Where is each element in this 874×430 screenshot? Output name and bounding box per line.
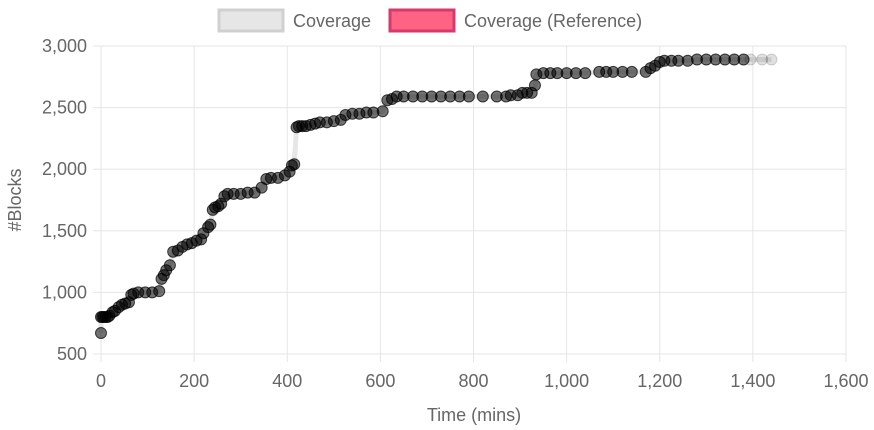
y-tick-label: 1,000 bbox=[42, 282, 87, 302]
grid-lines bbox=[93, 45, 847, 362]
x-tick-label: 1,200 bbox=[637, 371, 682, 391]
coverage-point[interactable] bbox=[579, 67, 592, 80]
y-tick-label: 2,500 bbox=[42, 98, 87, 118]
y-axis-ticks: 500 1,000 1,500 2,000 2,500 3,000 bbox=[42, 36, 87, 364]
legend-label-coverage-reference[interactable]: Coverage (Reference) bbox=[464, 11, 642, 31]
y-axis-title: #Blocks bbox=[5, 168, 25, 231]
coverage-point[interactable] bbox=[765, 53, 778, 66]
x-tick-label: 1,600 bbox=[823, 371, 868, 391]
coverage-point[interactable] bbox=[744, 53, 757, 66]
y-tick-label: 1,500 bbox=[42, 221, 87, 241]
coverage-point[interactable] bbox=[756, 53, 769, 66]
coverage-point[interactable] bbox=[163, 259, 176, 272]
y-tick-label: 3,000 bbox=[42, 36, 87, 56]
x-tick-label: 200 bbox=[179, 371, 209, 391]
coverage-series-points bbox=[95, 53, 778, 340]
x-axis-ticks: 0 200 400 600 800 1,000 1,200 1,400 1,600 bbox=[96, 371, 869, 391]
x-tick-label: 800 bbox=[458, 371, 488, 391]
x-tick-label: 400 bbox=[272, 371, 302, 391]
x-tick-label: 600 bbox=[365, 371, 395, 391]
legend: Coverage Coverage (Reference) bbox=[217, 8, 642, 33]
x-tick-label: 0 bbox=[96, 371, 106, 391]
coverage-point[interactable] bbox=[376, 105, 389, 118]
coverage-point[interactable] bbox=[462, 90, 475, 103]
y-tick-label: 500 bbox=[57, 344, 87, 364]
coverage-point[interactable] bbox=[204, 218, 217, 231]
coverage-point[interactable] bbox=[625, 65, 638, 78]
coverage-point[interactable] bbox=[95, 327, 107, 340]
coverage-point[interactable] bbox=[476, 90, 489, 103]
legend-label-coverage[interactable]: Coverage bbox=[293, 11, 371, 31]
coverage-point[interactable] bbox=[528, 79, 541, 92]
x-tick-label: 1,000 bbox=[544, 371, 589, 391]
legend-swatch-coverage[interactable] bbox=[217, 8, 285, 33]
coverage-point[interactable] bbox=[737, 53, 750, 66]
coverage-point[interactable] bbox=[288, 158, 301, 171]
y-tick-label: 2,000 bbox=[42, 159, 87, 179]
x-tick-label: 1,400 bbox=[730, 371, 775, 391]
coverage-point[interactable] bbox=[153, 285, 166, 298]
x-axis-title: Time (mins) bbox=[427, 405, 521, 425]
legend-swatch-coverage-reference[interactable] bbox=[388, 8, 456, 33]
